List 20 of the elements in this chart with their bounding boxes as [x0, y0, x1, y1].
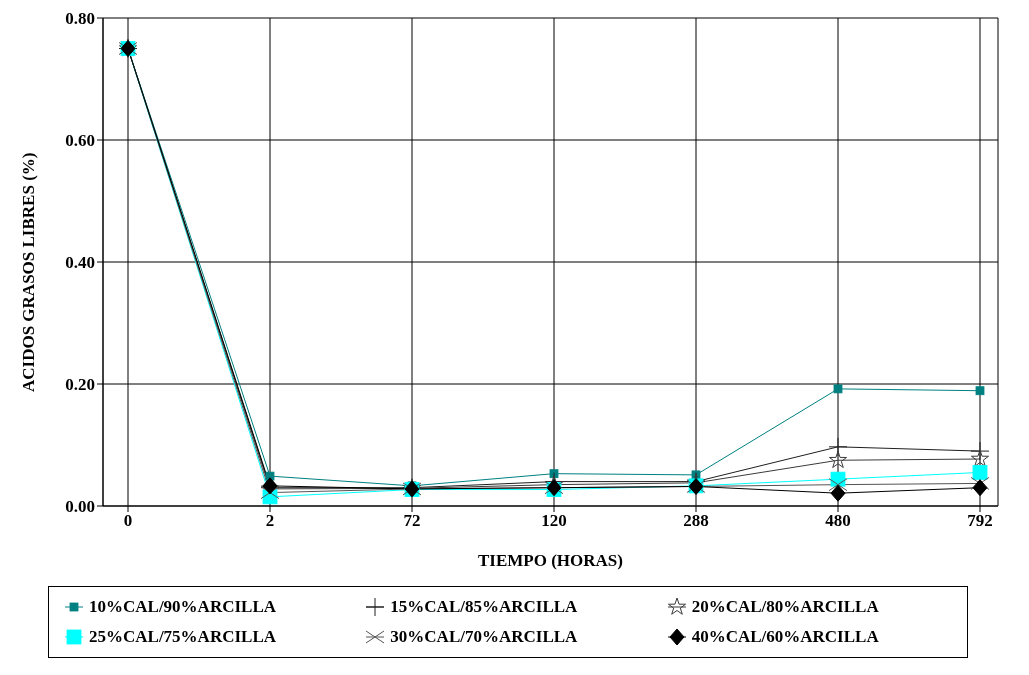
y-tick-label: 0.40: [65, 253, 95, 273]
y-tick-label: 0.60: [65, 131, 95, 151]
legend-label: 10%CAL/90%ARCILLA: [89, 597, 277, 617]
legend-label: 40%CAL/60%ARCILLA: [691, 627, 879, 647]
y-axis-title: ACIDOS GRASOS LIBRES (%): [19, 152, 39, 392]
x-tick-label: 288: [683, 511, 709, 531]
x-tick-label: 2: [265, 511, 275, 531]
y-tick-label: 0.20: [65, 375, 95, 395]
legend-label: 30%CAL/70%ARCILLA: [390, 627, 578, 647]
legend-label: 25%CAL/75%ARCILLA: [89, 627, 277, 647]
x-axis-title: TIEMPO (HORAS): [478, 551, 623, 570]
y-tick-label: 0.00: [65, 497, 95, 517]
x-tick-label: 72: [403, 511, 421, 531]
x-tick-label: 0: [123, 511, 133, 531]
x-tick-label: 120: [541, 511, 567, 531]
x-tick-label: 792: [967, 511, 993, 531]
legend-label: 15%CAL/85%ARCILLA: [390, 597, 578, 617]
x-tick-label: 480: [825, 511, 851, 531]
y-tick-label: 0.80: [65, 9, 95, 29]
legend-label: 20%CAL/80%ARCILLA: [691, 597, 879, 617]
